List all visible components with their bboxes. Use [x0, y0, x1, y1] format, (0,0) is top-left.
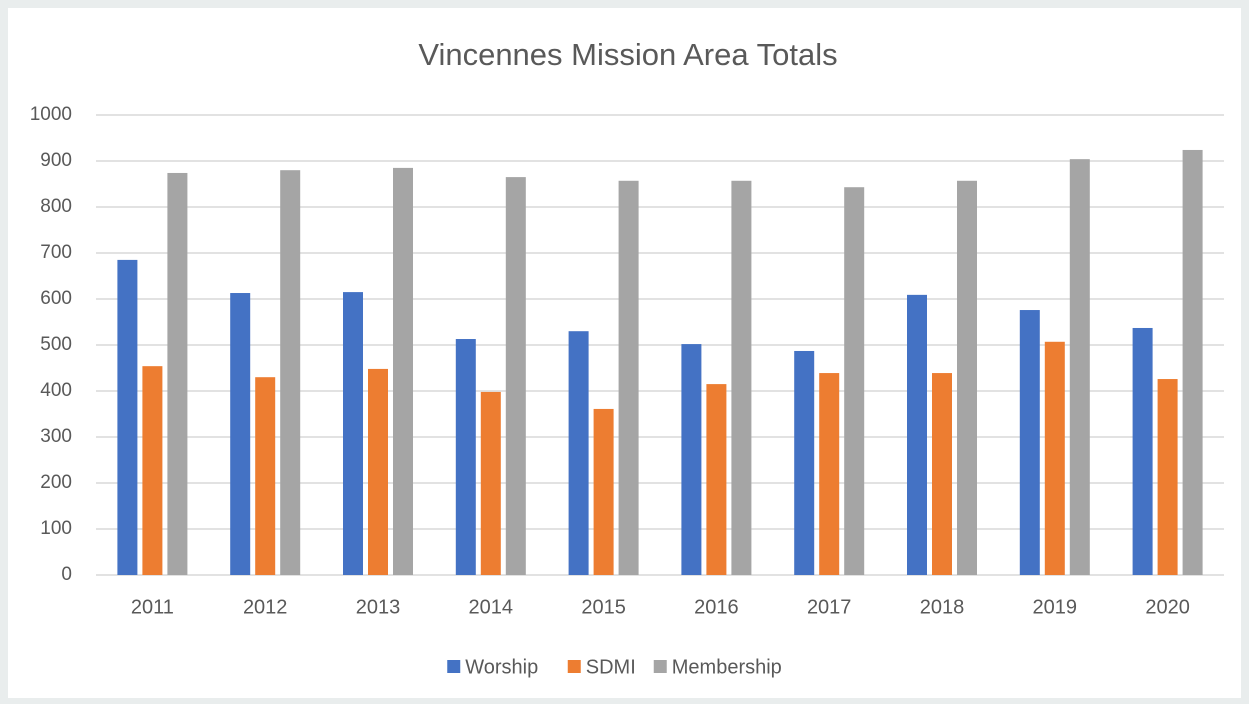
bar	[618, 180, 639, 575]
bar	[167, 172, 188, 575]
bar	[1132, 327, 1153, 575]
chart-title: Vincennes Mission Area Totals	[418, 37, 837, 72]
bar	[593, 408, 614, 575]
bar	[343, 292, 363, 575]
bar	[1157, 379, 1178, 575]
bar	[932, 373, 952, 575]
x-tick-label: 2012	[243, 596, 288, 618]
bar	[568, 331, 589, 575]
bar	[794, 350, 815, 575]
bar	[393, 167, 413, 575]
bar	[1044, 341, 1065, 575]
y-tick-label: 500	[40, 334, 72, 355]
legend-label: Worship	[465, 656, 538, 678]
bar	[142, 366, 163, 575]
y-tick-label: 700	[40, 242, 72, 263]
bar	[1069, 159, 1090, 575]
y-tick-label: 1000	[30, 104, 72, 125]
bar	[957, 180, 977, 575]
x-tick-label: 2013	[356, 596, 401, 618]
bar	[117, 259, 138, 575]
y-tick-label: 900	[40, 150, 72, 171]
bar	[1019, 310, 1040, 575]
legend-label: Membership	[672, 656, 782, 678]
bar	[844, 187, 865, 575]
x-tick-label: 2016	[694, 596, 739, 618]
y-tick-label: 200	[40, 472, 72, 493]
y-tick-label: 100	[40, 518, 72, 539]
bar	[280, 170, 301, 575]
bar	[1182, 149, 1203, 575]
bar	[230, 293, 251, 575]
bar	[731, 180, 752, 575]
bar	[368, 368, 388, 575]
y-tick-label: 400	[40, 380, 72, 401]
x-tick-label: 2015	[581, 596, 626, 618]
y-tick-label: 600	[40, 288, 72, 309]
y-tick-label: 800	[40, 196, 72, 217]
bar	[255, 377, 276, 575]
bar	[480, 391, 501, 575]
y-tick-label: 300	[40, 426, 72, 447]
bar	[819, 373, 840, 575]
x-tick-label: 2017	[807, 596, 852, 618]
x-tick-label: 2011	[131, 596, 174, 618]
x-tick-label: 2020	[1145, 596, 1190, 618]
x-tick-label: 2014	[469, 596, 514, 618]
legend-swatch	[567, 660, 581, 673]
bar	[505, 177, 526, 575]
x-tick-label: 2018	[920, 596, 965, 618]
legend-swatch	[447, 660, 461, 673]
legend-swatch	[653, 660, 667, 673]
y-tick-label: 0	[61, 564, 72, 585]
bar	[907, 294, 927, 575]
legend-label: SDMI	[586, 656, 636, 678]
bar	[455, 339, 476, 575]
x-tick-label: 2019	[1033, 596, 1078, 618]
bar	[706, 384, 727, 575]
bar	[681, 344, 702, 575]
